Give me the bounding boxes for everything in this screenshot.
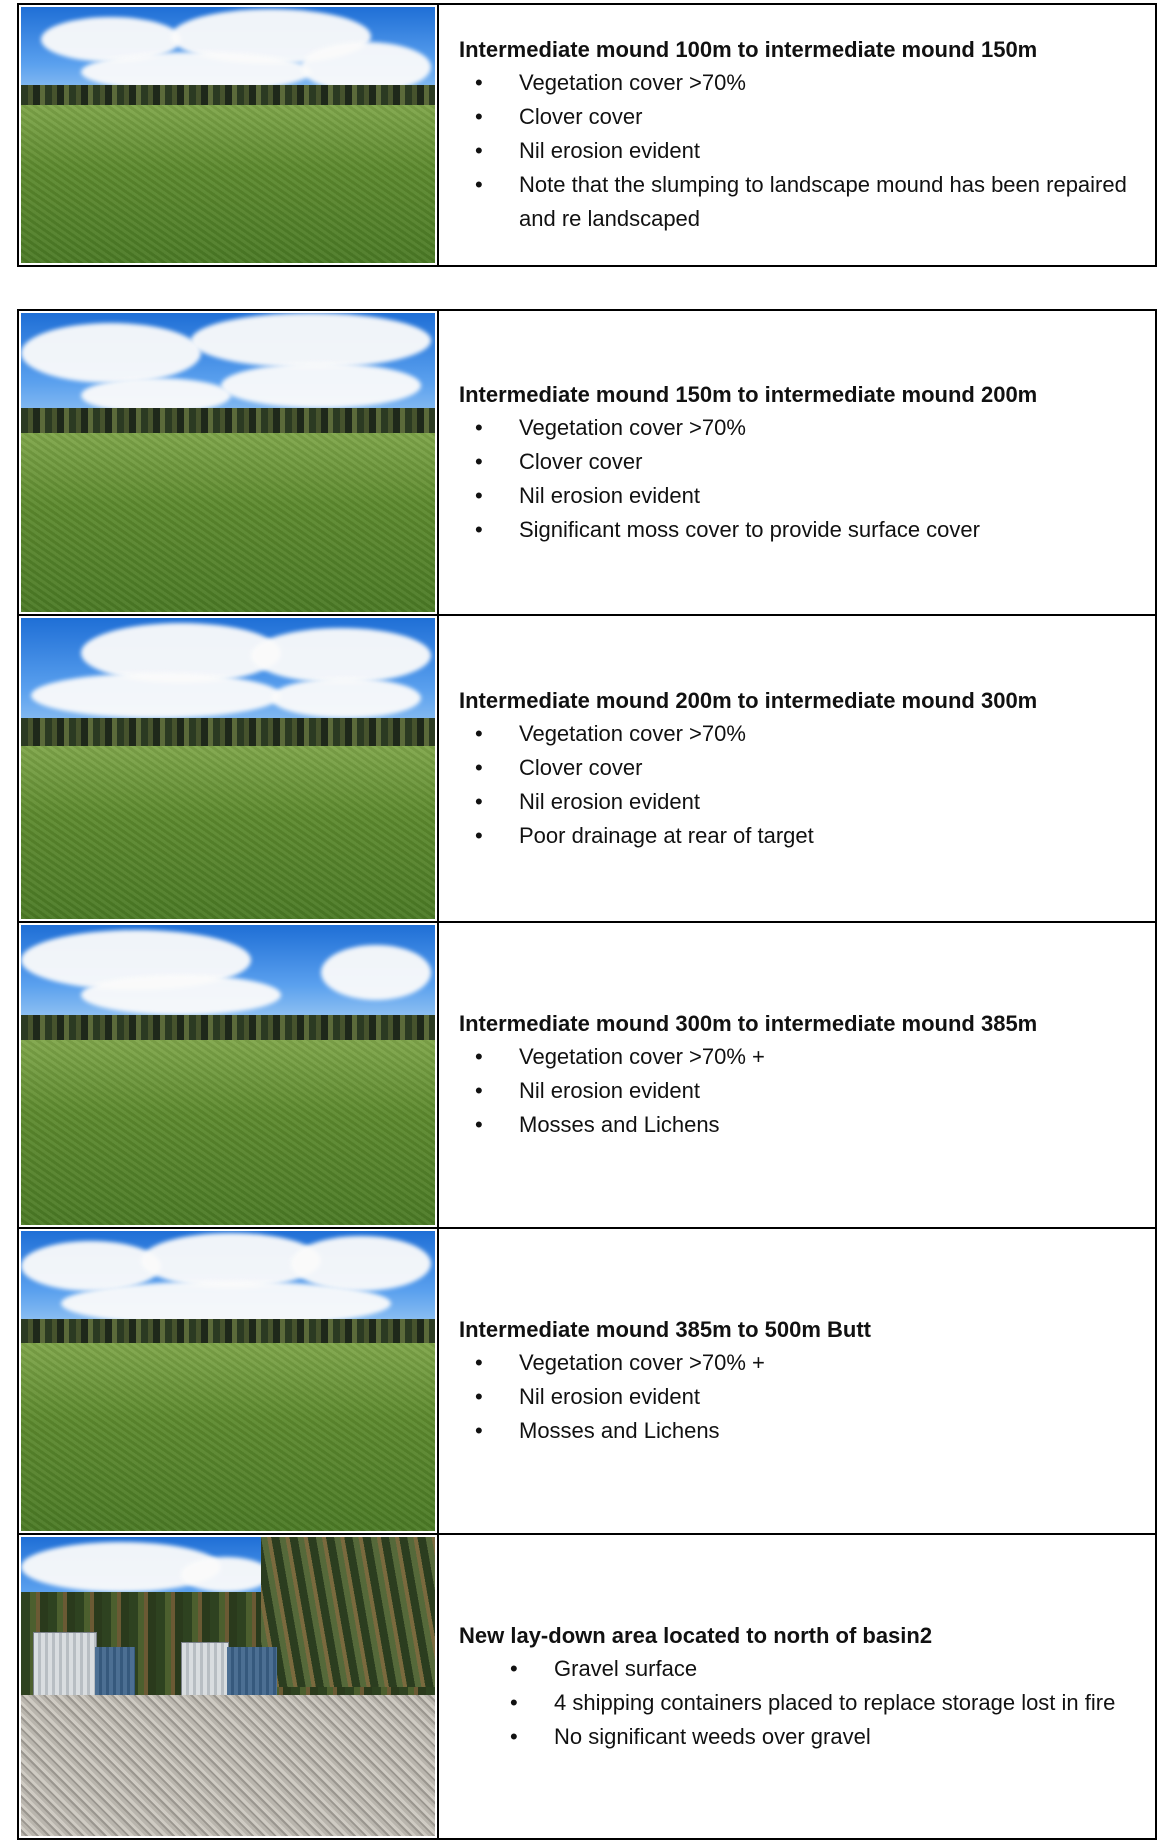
list-item: Gravel surface	[510, 1652, 1135, 1686]
table-row: Intermediate mound 150m to intermediate …	[17, 309, 1157, 616]
list-item: Mosses and Lichens	[475, 1414, 1135, 1448]
list-item: Clover cover	[475, 445, 1135, 479]
section-heading: Intermediate mound 100m to intermediate …	[459, 37, 1038, 62]
gravel-laydown-photo	[21, 1537, 435, 1836]
bullet-list: Gravel surface 4 shipping containers pla…	[459, 1652, 1135, 1754]
list-item: Vegetation cover >70%	[475, 717, 1135, 751]
photo-cell	[19, 616, 439, 921]
list-item: Vegetation cover >70%	[475, 66, 1135, 100]
grass-field-photo	[21, 7, 435, 263]
list-item: Clover cover	[475, 100, 1135, 134]
list-item: Poor drainage at rear of target	[475, 819, 1135, 853]
description-cell: Intermediate mound 385m to 500m Butt Veg…	[439, 1229, 1155, 1533]
photo-cell	[19, 1535, 439, 1838]
list-item: Clover cover	[475, 751, 1135, 785]
list-item: Nil erosion evident	[475, 1380, 1135, 1414]
list-item: Nil erosion evident	[475, 785, 1135, 819]
grass-field-photo	[21, 618, 435, 919]
list-item: 4 shipping containers placed to replace …	[510, 1686, 1135, 1720]
list-item: Note that the slumping to landscape moun…	[475, 168, 1135, 236]
photo-cell	[19, 311, 439, 614]
list-item: Nil erosion evident	[475, 134, 1135, 168]
grass-field-photo	[21, 925, 435, 1225]
list-item: Mosses and Lichens	[475, 1108, 1135, 1142]
bullet-list: Vegetation cover >70% Clover cover Nil e…	[459, 411, 1135, 547]
description-cell: New lay-down area located to north of ba…	[439, 1535, 1155, 1838]
description-cell: Intermediate mound 300m to intermediate …	[439, 923, 1155, 1227]
photo-cell	[19, 1229, 439, 1533]
grass-field-photo	[21, 313, 435, 612]
photo-cell	[19, 923, 439, 1227]
description-cell: Intermediate mound 100m to intermediate …	[439, 5, 1155, 265]
table-row: Intermediate mound 385m to 500m Butt Veg…	[17, 1227, 1157, 1535]
table-row: Intermediate mound 300m to intermediate …	[17, 921, 1157, 1229]
list-item: Vegetation cover >70% +	[475, 1346, 1135, 1380]
table-row: Intermediate mound 100m to intermediate …	[17, 3, 1157, 267]
section-heading: Intermediate mound 300m to intermediate …	[459, 1011, 1038, 1036]
list-item: Vegetation cover >70%	[475, 411, 1135, 445]
section-heading: Intermediate mound 200m to intermediate …	[459, 687, 1038, 713]
grass-field-photo	[21, 1231, 435, 1531]
bullet-list: Vegetation cover >70% + Nil erosion evid…	[459, 1346, 1135, 1448]
description-cell: Intermediate mound 150m to intermediate …	[439, 311, 1155, 614]
bullet-list: Vegetation cover >70% + Nil erosion evid…	[459, 1040, 1135, 1142]
section-heading: New lay-down area located to north of ba…	[459, 1622, 933, 1648]
table-row: Intermediate mound 200m to intermediate …	[17, 614, 1157, 923]
description-cell: Intermediate mound 200m to intermediate …	[439, 616, 1155, 921]
bullet-list: Vegetation cover >70% Clover cover Nil e…	[459, 717, 1135, 853]
list-item: No significant weeds over gravel	[510, 1720, 1135, 1754]
list-item: Significant moss cover to provide surfac…	[475, 513, 1135, 547]
section-heading: Intermediate mound 385m to 500m Butt	[459, 1317, 871, 1342]
bullet-list: Vegetation cover >70% Clover cover Nil e…	[459, 66, 1135, 236]
list-item: Nil erosion evident	[475, 479, 1135, 513]
section-heading: Intermediate mound 150m to intermediate …	[459, 381, 1038, 407]
list-item: Nil erosion evident	[475, 1074, 1135, 1108]
table-row: New lay-down area located to north of ba…	[17, 1533, 1157, 1840]
photo-cell	[19, 5, 439, 265]
list-item: Vegetation cover >70% +	[475, 1040, 1135, 1074]
